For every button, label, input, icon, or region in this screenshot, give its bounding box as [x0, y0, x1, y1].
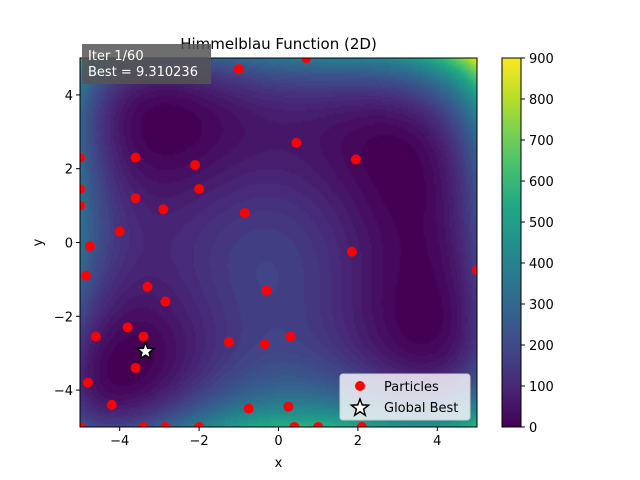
info-best-value: Best = 9.310236	[88, 65, 198, 80]
colorbar-tick-label: 100	[529, 380, 554, 395]
particle-point	[80, 200, 85, 211]
particle-point	[80, 183, 85, 194]
info-box-background	[82, 44, 211, 84]
particle-point	[80, 270, 91, 281]
particle-point	[84, 241, 95, 252]
particle-point	[291, 137, 302, 148]
x-tick-label: 2	[354, 434, 362, 449]
colorbar-tick-label: 700	[529, 134, 554, 149]
particle-point	[356, 422, 367, 427]
particle-point	[313, 422, 324, 427]
particle-point	[130, 362, 141, 373]
particle-point	[80, 422, 85, 427]
particle-point	[82, 377, 93, 388]
particle-point	[190, 160, 201, 171]
colorbar-tick-label: 900	[529, 52, 554, 67]
particle-point	[106, 399, 117, 410]
particle-point	[130, 152, 141, 163]
particle-point	[243, 403, 254, 414]
particle-point	[194, 422, 205, 427]
particle-point	[194, 183, 205, 194]
colorbar: 0 100 200 300 400 500 600 700 800 900	[501, 52, 554, 436]
colorbar-tick-label: 600	[529, 175, 554, 190]
particle-point	[472, 265, 477, 276]
particle-point	[138, 331, 149, 342]
y-tick-label: 0	[65, 237, 73, 252]
colorbar-tick-label: 0	[529, 421, 537, 436]
particle-point	[350, 154, 361, 165]
legend-global-best-label: Global Best	[384, 401, 458, 416]
legend-particles-label: Particles	[384, 380, 439, 395]
particle-point	[261, 285, 272, 296]
particle-point	[285, 331, 296, 342]
colorbar-tick-label: 300	[529, 298, 554, 313]
colorbar-tick-label: 200	[529, 339, 554, 354]
particle-point	[223, 337, 234, 348]
global-best-layer	[134, 340, 157, 361]
particle-point	[259, 338, 270, 349]
x-axis-label: x	[275, 456, 283, 471]
x-tick-label: −2	[190, 434, 209, 449]
y-tick-label: 4	[65, 89, 73, 104]
colorbar-tick-label: 400	[529, 257, 554, 272]
legend: Particles Global Best	[339, 373, 471, 421]
legend-star-icon	[349, 396, 371, 418]
y-axis: −4 −2 0 2 4	[54, 89, 80, 399]
colorbar-tick-label: 800	[529, 93, 554, 108]
y-tick-label: −2	[54, 310, 73, 325]
particle-point	[130, 193, 141, 204]
particles-layer	[80, 58, 477, 427]
legend-box	[339, 373, 471, 421]
colorbar-ticks: 0 100 200 300 400 500 600 700 800 900	[521, 52, 554, 436]
contour-background	[80, 58, 477, 427]
particle-point	[80, 152, 85, 163]
particle-point	[289, 422, 300, 427]
particle-point	[160, 422, 171, 427]
colorbar-gradient	[501, 57, 522, 428]
x-tick-label: 4	[433, 434, 441, 449]
colorbar-tick-label: 500	[529, 216, 554, 231]
legend-particles-marker	[355, 381, 365, 391]
particle-point	[90, 331, 101, 342]
x-tick-label: −4	[110, 434, 129, 449]
plot-area	[79, 57, 478, 428]
global-best-star	[134, 340, 157, 361]
particle-point	[160, 296, 171, 307]
y-tick-label: −4	[54, 384, 73, 399]
x-tick-label: 0	[274, 434, 282, 449]
particle-point	[114, 226, 125, 237]
info-iteration: Iter 1/60	[88, 49, 144, 64]
y-axis-label: y	[31, 238, 46, 246]
particle-point	[301, 58, 312, 63]
particle-point	[138, 422, 149, 427]
chart-title: Himmelblau Function (2D)	[180, 35, 377, 53]
particle-point	[233, 64, 244, 75]
particle-point	[122, 322, 133, 333]
particle-point	[283, 401, 294, 412]
particle-point	[158, 204, 169, 215]
particle-point	[142, 281, 153, 292]
particle-point	[346, 246, 357, 257]
x-axis: −4 −2 0 2 4	[110, 427, 441, 449]
y-tick-label: 2	[65, 163, 73, 178]
info-box: Iter 1/60 Best = 9.310236	[82, 44, 211, 84]
particle-point	[239, 207, 250, 218]
